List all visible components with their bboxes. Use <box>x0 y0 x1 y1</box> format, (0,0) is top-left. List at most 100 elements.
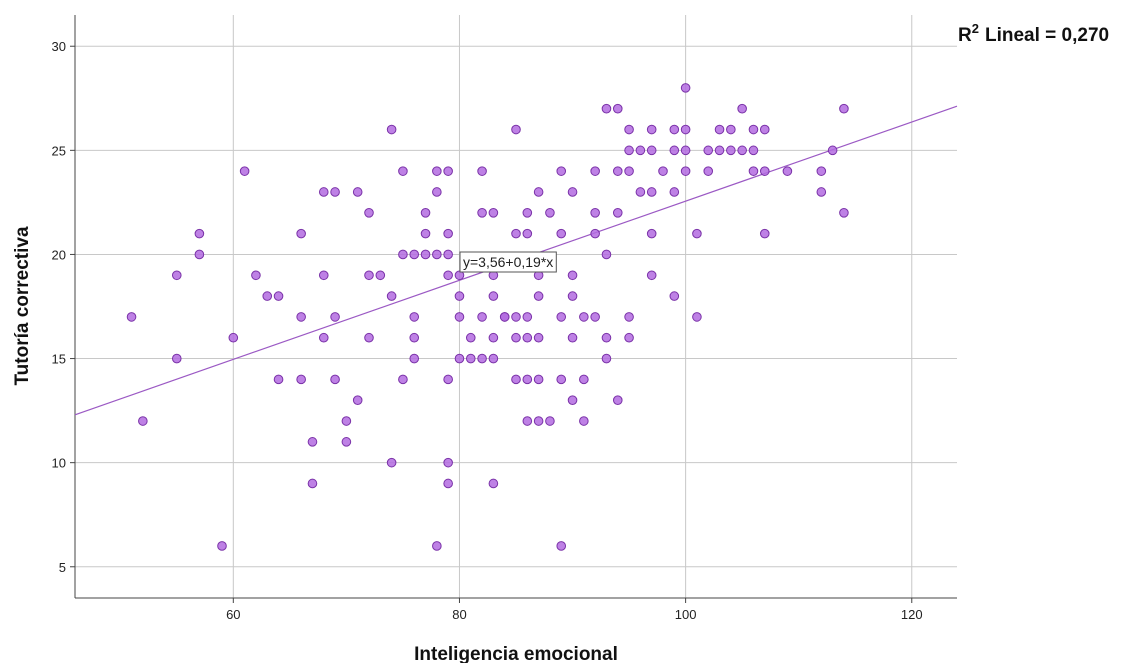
data-point <box>816 187 827 197</box>
data-point <box>443 166 453 176</box>
data-point <box>567 332 578 343</box>
r2-label-suffix: Lineal = 0,270 <box>985 25 1109 46</box>
data-point <box>477 166 487 176</box>
data-point <box>759 124 770 135</box>
data-point <box>375 270 386 281</box>
data-point <box>171 270 182 281</box>
data-point <box>567 291 578 301</box>
data-point <box>737 145 747 156</box>
data-point <box>522 416 533 426</box>
data-point <box>624 145 634 156</box>
data-point <box>556 541 567 551</box>
data-point <box>601 249 612 260</box>
data-point <box>409 312 420 322</box>
data-point <box>465 353 476 364</box>
data-point <box>646 187 657 197</box>
data-point <box>669 291 680 301</box>
data-point <box>556 374 567 385</box>
axes <box>74 15 957 599</box>
data-point <box>533 291 544 301</box>
x-tick-label: 60 <box>226 607 240 622</box>
data-point <box>477 208 487 218</box>
data-point <box>330 374 340 385</box>
data-point <box>432 249 442 260</box>
data-point <box>522 208 533 218</box>
data-point <box>590 228 600 239</box>
data-point <box>409 332 420 343</box>
data-point <box>533 187 544 197</box>
data-point <box>556 312 567 322</box>
data-point <box>296 228 306 239</box>
r2-label: R2 Lineal = 0,270 <box>958 21 1109 46</box>
data-point <box>398 166 408 176</box>
data-point <box>386 124 397 135</box>
grid-lines <box>75 15 957 598</box>
data-point <box>748 124 759 135</box>
data-point <box>646 270 657 281</box>
data-point <box>499 312 510 322</box>
data-point <box>228 332 239 343</box>
y-tick-label: 15 <box>52 352 66 367</box>
data-point <box>680 145 691 156</box>
data-point <box>511 124 521 135</box>
equation-box <box>459 251 557 273</box>
y-tick-label: 10 <box>52 456 66 471</box>
data-point <box>126 312 137 322</box>
data-point <box>579 416 589 426</box>
data-point <box>533 332 544 343</box>
data-point <box>590 166 600 176</box>
data-point <box>511 228 521 239</box>
data-point <box>364 270 374 281</box>
data-point <box>827 145 838 156</box>
data-point <box>658 166 668 176</box>
data-point <box>352 395 363 405</box>
data-point <box>409 353 420 364</box>
y-axis-title: Tutoría correctiva <box>12 226 33 386</box>
data-point <box>488 332 499 343</box>
data-point <box>488 478 499 489</box>
data-point <box>669 124 680 135</box>
data-point <box>420 208 431 218</box>
data-point <box>839 208 849 218</box>
data-point <box>556 166 567 176</box>
data-point <box>477 353 487 364</box>
data-point <box>352 187 363 197</box>
data-point <box>420 228 431 239</box>
data-point <box>590 312 600 322</box>
data-point <box>296 312 306 322</box>
data-point <box>511 312 521 322</box>
data-point <box>522 312 533 322</box>
data-point <box>680 166 691 176</box>
equation-label-box: y=3,56+0,19*x <box>459 251 557 273</box>
data-point <box>443 228 453 239</box>
data-point <box>669 187 680 197</box>
data-point <box>759 228 770 239</box>
data-point <box>465 332 476 343</box>
r2-label-prefix: R <box>958 25 972 46</box>
data-point <box>273 374 284 385</box>
data-point <box>624 166 634 176</box>
data-point <box>692 228 702 239</box>
data-point <box>612 395 623 405</box>
data-point <box>443 478 453 489</box>
data-point <box>364 208 374 218</box>
data-point <box>262 291 273 301</box>
data-point <box>680 124 691 135</box>
data-point <box>432 166 442 176</box>
data-point <box>816 166 827 176</box>
data-point <box>624 332 634 343</box>
data-point <box>612 208 623 218</box>
data-point <box>307 478 318 489</box>
data-point <box>488 353 499 364</box>
data-point <box>759 166 770 176</box>
data-point <box>330 312 340 322</box>
data-point <box>318 187 329 197</box>
data-point <box>386 457 397 468</box>
x-axis-title: Inteligencia emocional <box>414 644 618 663</box>
data-point <box>443 457 453 468</box>
data-point <box>194 249 205 260</box>
data-point <box>590 208 600 218</box>
x-tick-label: 120 <box>901 607 923 622</box>
data-point <box>477 312 487 322</box>
